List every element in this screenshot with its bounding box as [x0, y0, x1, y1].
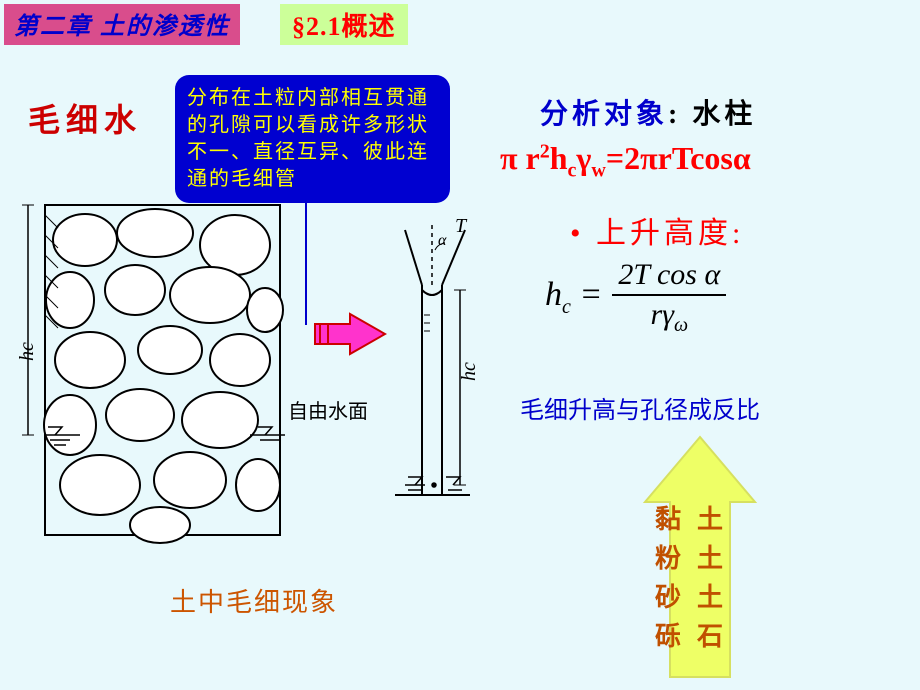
formula-denominator: rγω: [650, 296, 688, 337]
chapter-badge: 第二章 土的渗透性: [4, 4, 240, 45]
hc-formula: hc = 2T cos α rγω: [545, 258, 726, 337]
free-water-label: 自由水面: [288, 395, 368, 424]
tension-label: T: [455, 215, 466, 238]
formula-numerator: 2T cos α: [612, 258, 726, 296]
analysis-label: 分析对象: 水柱: [540, 92, 756, 132]
alpha-label: α: [438, 232, 446, 250]
capillary-diagram: [10, 195, 490, 565]
hc-label-left: hc: [16, 342, 39, 361]
soil-item: 粉土: [655, 539, 739, 578]
balance-equation: π r2hcγw=2πrTcosα: [500, 140, 751, 182]
analysis-label-black: : 水柱: [668, 99, 756, 130]
description-box: 分布在土粒内部相互贯通的孔隙可以看成许多形状不一、直径互异、彼此连通的毛细管: [175, 75, 450, 203]
red-arrow-icon: [310, 310, 390, 363]
analysis-label-blue: 分析对象: [540, 99, 668, 130]
diagram-caption: 土中毛细现象: [170, 582, 338, 619]
topic-title: 毛细水: [28, 95, 142, 141]
inverse-note: 毛细升高与孔径成反比: [520, 390, 760, 425]
soil-item: 砂土: [655, 578, 739, 617]
rise-height-label: 上升高度:: [570, 208, 744, 252]
hc-label-right: hc: [458, 362, 481, 381]
soil-item: 砾石: [655, 617, 739, 656]
section-badge: §2.1概述: [280, 4, 408, 45]
soil-type-list: 黏土 粉土 砂土 砾石: [655, 500, 739, 656]
soil-item: 黏土: [655, 500, 739, 539]
